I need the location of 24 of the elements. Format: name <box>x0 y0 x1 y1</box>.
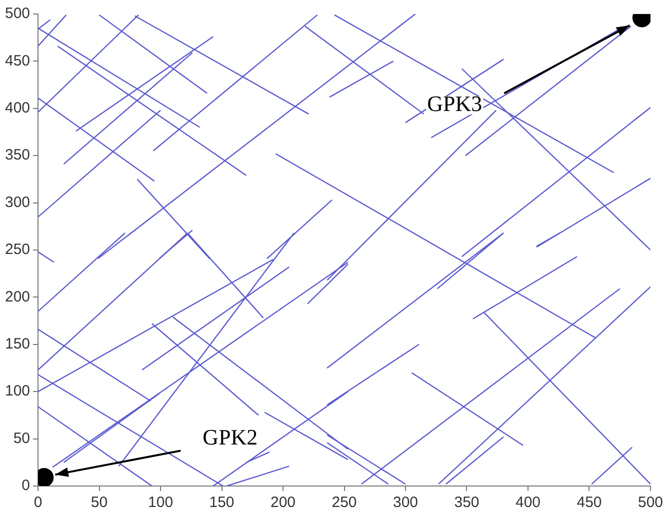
x-tick-label: 50 <box>90 494 108 512</box>
x-tick-label: 200 <box>270 494 296 512</box>
y-tick-label: 350 <box>4 146 30 164</box>
annotation: GPK3 <box>427 91 482 116</box>
x-tick-label: 300 <box>392 494 418 512</box>
x-tick-label: 450 <box>576 494 602 512</box>
x-tick-label: 500 <box>638 494 663 512</box>
y-tick-label: 150 <box>4 336 30 353</box>
annotation: GPK2 <box>202 424 258 450</box>
y-tick-label: 250 <box>4 241 30 258</box>
y-tick-label: 200 <box>4 288 30 306</box>
y-tick-label: 400 <box>4 100 30 117</box>
x-tick-label: 100 <box>148 494 174 512</box>
y-tick-label: 450 <box>4 52 30 70</box>
x-tick-label: 400 <box>515 494 541 512</box>
x-tick-label: 250 <box>332 494 357 512</box>
y-tick-label: 100 <box>4 382 30 400</box>
y-tick-label: 300 <box>4 194 30 211</box>
y-tick-label: 500 <box>4 5 30 22</box>
x-tick-label: 0 <box>34 494 42 512</box>
y-tick-label: 0 <box>22 477 30 494</box>
y-tick-label: 50 <box>13 430 30 447</box>
x-tick-label: 150 <box>209 494 234 512</box>
x-tick-label: 350 <box>454 494 480 512</box>
